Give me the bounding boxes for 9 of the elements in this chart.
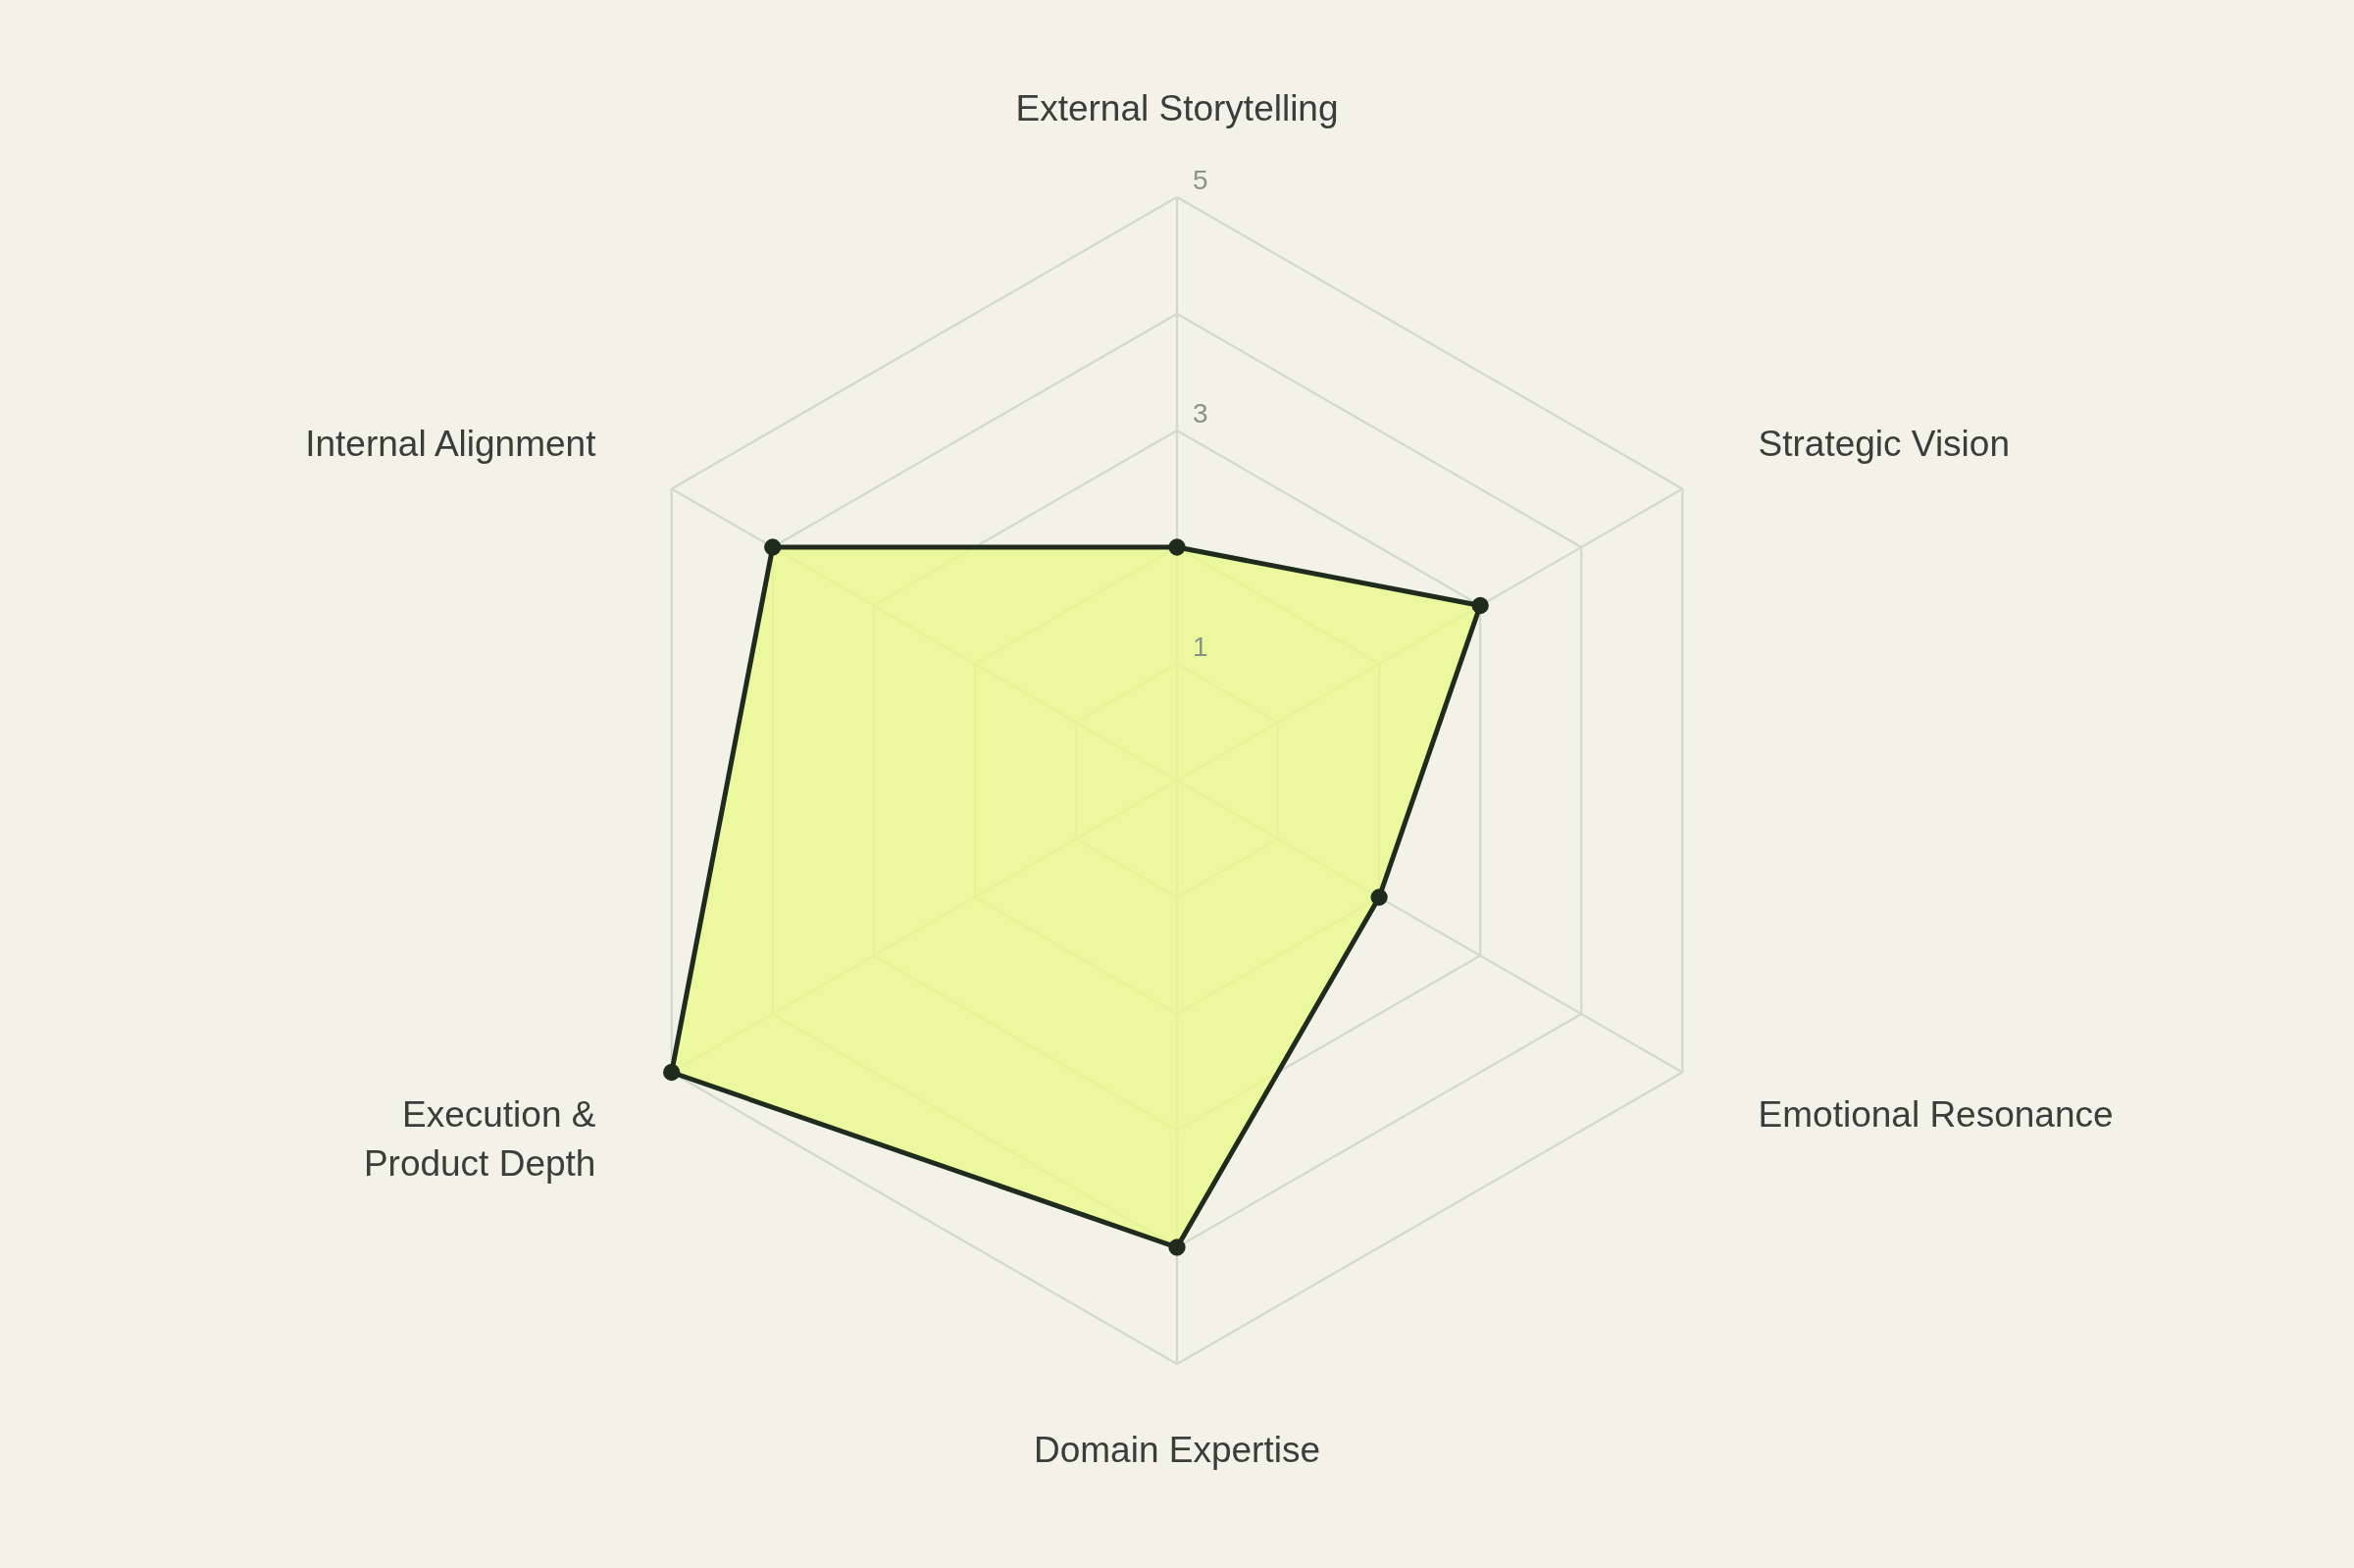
y-tick-label: 5 xyxy=(1193,165,1208,195)
spoke-label: Domain Expertise xyxy=(1033,1430,1321,1471)
spoke-label: External Storytelling xyxy=(1015,87,1339,128)
spoke-label: Internal Alignment xyxy=(305,423,597,464)
spoke-label: Emotional Resonance xyxy=(1758,1094,2114,1136)
spoke-label: Strategic Vision xyxy=(1758,423,2010,464)
spoke-label: Execution & Product Depth xyxy=(363,1094,596,1185)
y-tick-label: 3 xyxy=(1193,398,1208,429)
y-tick-label: 1 xyxy=(1193,632,1208,662)
